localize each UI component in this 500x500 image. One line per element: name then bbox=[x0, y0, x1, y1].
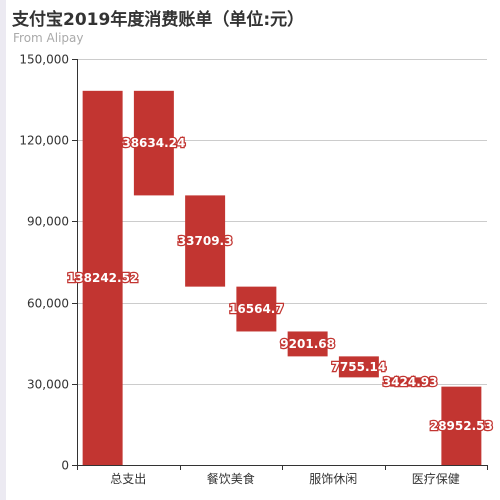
bar[interactable] bbox=[236, 286, 277, 332]
data-label: 33709.3 bbox=[178, 234, 233, 248]
bar[interactable] bbox=[185, 195, 226, 287]
y-axis-ticks: 0 30,000 60,000 90,000 120,000 150,000 bbox=[19, 53, 78, 473]
y-tick-label: 0 bbox=[61, 459, 69, 473]
chart-title: 支付宝2019年度消费账单（单位:元） bbox=[12, 10, 305, 30]
data-labels: 138242.52 38634.24 33709.3 16564.7 9201.68 77… bbox=[66, 135, 494, 434]
bar[interactable] bbox=[82, 90, 123, 465]
data-label: 16564.7 bbox=[229, 302, 284, 316]
y-tick-label: 120,000 bbox=[19, 134, 69, 148]
bar[interactable] bbox=[133, 90, 174, 196]
data-label: 3424.93 bbox=[383, 375, 438, 389]
left-edge-strip bbox=[0, 0, 6, 500]
bar[interactable] bbox=[390, 377, 431, 387]
x-axis: 总支出 餐饮美食 服饰休闲 医疗保健 bbox=[77, 465, 488, 486]
y-tick-label: 30,000 bbox=[27, 378, 69, 392]
chart-subtitle: From Alipay bbox=[13, 31, 84, 45]
x-tick-label: 服饰休闲 bbox=[309, 472, 357, 486]
data-label: 38634.24 bbox=[122, 136, 185, 150]
bar-series bbox=[82, 90, 482, 465]
bar[interactable] bbox=[338, 356, 379, 378]
y-tick-label: 150,000 bbox=[19, 53, 69, 67]
y-tick-label: 60,000 bbox=[27, 297, 69, 311]
data-label: 28952.53 bbox=[430, 419, 493, 433]
y-tick-label: 90,000 bbox=[27, 215, 69, 229]
data-label: 9201.68 bbox=[280, 337, 335, 351]
x-tick-label: 医疗保健 bbox=[412, 472, 460, 486]
data-label: 7755.14 bbox=[332, 360, 387, 374]
bar[interactable] bbox=[441, 386, 482, 465]
x-tick-label: 餐饮美食 bbox=[207, 471, 255, 486]
data-label: 138242.52 bbox=[67, 271, 138, 285]
bar[interactable] bbox=[287, 331, 328, 357]
x-tick-label: 总支出 bbox=[110, 472, 146, 486]
